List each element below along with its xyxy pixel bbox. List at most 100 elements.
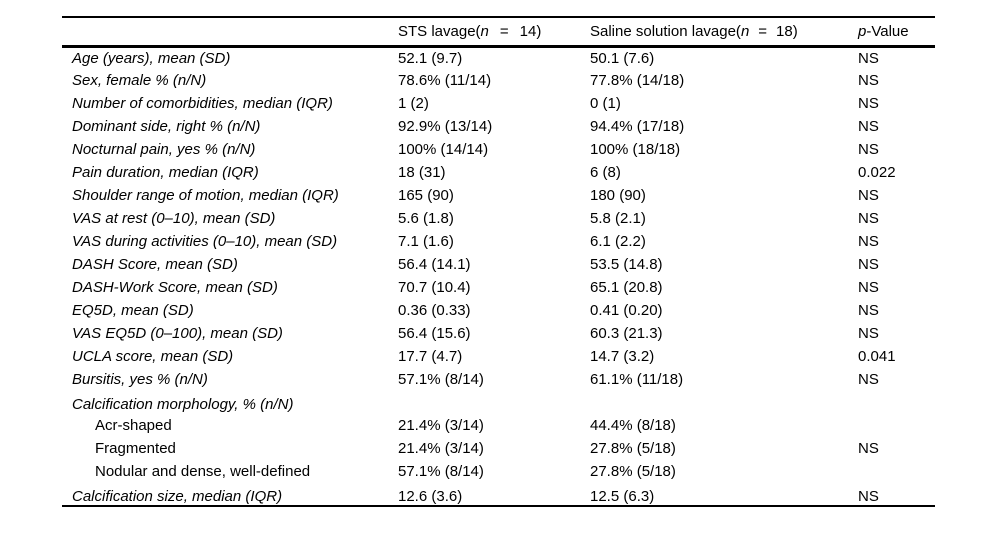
header-row: STS lavage( n = 14) Saline solution lavage(… <box>62 17 935 48</box>
row-label: Acr-shaped <box>95 417 172 434</box>
table-row-shoulder-rom: Shoulder range of motion, median (IQR) 1… <box>62 184 935 207</box>
row-label: Calcification size, median (IQR) <box>72 487 283 505</box>
row-label: Fragmented <box>95 440 176 457</box>
table-row-vas-eq5d: VAS EQ5D (0–100), mean (SD) 56.4 (15.6) … <box>62 322 935 345</box>
p-value: NS <box>858 95 879 112</box>
saline-value: 0 (1) <box>590 95 621 112</box>
table-row-sex: Sex, female % (n/N) 78.6% (11/14) 77.8% … <box>62 69 935 92</box>
header-saline-lavage: Saline solution lavage(n = 18) <box>590 17 858 48</box>
p-value: NS <box>858 233 879 250</box>
sts-value: 92.9% (13/14) <box>398 118 493 135</box>
p-value: NS <box>858 118 879 135</box>
p-value: NS <box>858 187 879 204</box>
header-sts-equals: = <box>499 22 509 40</box>
table-row-ucla-score: UCLA score, mean (SD) 17.7 (4.7) 14.7 (3… <box>62 345 935 368</box>
sts-value: 21.4% (3/14) <box>398 440 484 457</box>
sts-value: 0.36 (0.33) <box>398 302 471 319</box>
saline-value <box>590 391 858 414</box>
comparison-table-wrap: STS lavage( n = 14) Saline solution lavage(… <box>62 16 935 507</box>
saline-value: 77.8% (14/18) <box>590 72 685 89</box>
table-row-vas-activities: VAS during activities (0–10), mean (SD) … <box>62 230 935 253</box>
p-value <box>858 391 935 414</box>
row-label: Nodular and dense, well-defined <box>95 463 311 480</box>
sts-value: 56.4 (15.6) <box>398 325 471 342</box>
header-p-italic: p <box>858 22 867 40</box>
row-label: VAS at rest (0–10), mean (SD) <box>72 210 276 227</box>
sts-value: 165 (90) <box>398 187 454 204</box>
row-label: Dominant side, right % (n/N) <box>72 118 261 135</box>
header-p-value: p-Value <box>858 17 935 48</box>
row-label: Shoulder range of motion, median (IQR) <box>72 187 339 204</box>
table-row-nodular-dense: Nodular and dense, well-defined 57.1% (8… <box>62 460 935 483</box>
p-value: 0.022 <box>858 164 896 181</box>
p-value: NS <box>858 72 879 89</box>
p-value <box>858 414 935 437</box>
sts-value: 56.4 (14.1) <box>398 256 471 273</box>
table-row-dash-work-score: DASH-Work Score, mean (SD) 70.7 (10.4) 6… <box>62 276 935 299</box>
comparison-table: STS lavage( n = 14) Saline solution lavage(… <box>62 16 935 507</box>
header-sts-count: 14) <box>519 22 542 40</box>
row-label: Pain duration, median (IQR) <box>72 164 259 181</box>
p-value: NS <box>858 141 879 158</box>
row-label: VAS EQ5D (0–100), mean (SD) <box>72 325 283 342</box>
p-value: NS <box>858 210 879 227</box>
sts-value: 21.4% (3/14) <box>398 417 484 434</box>
sts-value: 52.1 (9.7) <box>398 49 463 67</box>
row-label: Sex, female % (n/N) <box>72 72 207 89</box>
p-value: NS <box>858 440 879 457</box>
table-row-pain-duration: Pain duration, median (IQR) 18 (31) 6 (8… <box>62 161 935 184</box>
header-sts-lavage: STS lavage(n = 14) <box>398 17 590 48</box>
p-value: NS <box>858 256 879 273</box>
sts-value: 18 (31) <box>398 164 446 181</box>
p-value: NS <box>858 325 879 342</box>
saline-value: 27.8% (5/18) <box>590 440 676 457</box>
table-row-dominant-side: Dominant side, right % (n/N) 92.9% (13/1… <box>62 115 935 138</box>
sts-value: 100% (14/14) <box>398 141 489 158</box>
saline-value: 6.1 (2.2) <box>590 233 646 250</box>
row-label: Number of comorbidities, median (IQR) <box>72 95 333 112</box>
saline-value: 61.1% (11/18) <box>590 371 684 388</box>
header-p-rest: -Value <box>866 22 909 40</box>
p-value: NS <box>858 371 879 388</box>
sts-value: 5.6 (1.8) <box>398 210 454 227</box>
table-row-acr-shaped: Acr-shaped 21.4% (3/14) 44.4% (8/18) <box>62 414 935 437</box>
row-label: Calcification morphology, % (n/N) <box>72 396 294 413</box>
saline-value: 44.4% (8/18) <box>590 417 676 434</box>
sts-value: 1 (2) <box>398 95 429 112</box>
sts-value: 57.1% (8/14) <box>398 371 484 388</box>
table-row-age: Age (years), mean (SD) 52.1 (9.7) 50.1 (… <box>62 46 935 69</box>
row-label: EQ5D, mean (SD) <box>72 302 194 319</box>
row-label: Bursitis, yes % (n/N) <box>72 371 208 388</box>
header-saline-count: 18) <box>776 22 798 40</box>
p-value: NS <box>858 487 879 505</box>
header-saline-equals: = <box>758 22 768 40</box>
row-label: VAS during activities (0–10), mean (SD) <box>72 233 338 250</box>
sts-value: 70.7 (10.4) <box>398 279 471 296</box>
table-row-comorbidities: Number of comorbidities, median (IQR) 1 … <box>62 92 935 115</box>
sts-value: 12.6 (3.6) <box>398 487 463 505</box>
saline-value: 27.8% (5/18) <box>590 463 676 480</box>
saline-value: 180 (90) <box>590 187 646 204</box>
row-label: Nocturnal pain, yes % (n/N) <box>72 141 256 158</box>
saline-value: 53.5 (14.8) <box>590 256 663 273</box>
p-value: NS <box>858 302 879 319</box>
saline-value: 65.1 (20.8) <box>590 279 663 296</box>
saline-value: 100% (18/18) <box>590 141 681 158</box>
table-row-bursitis: Bursitis, yes % (n/N) 57.1% (8/14) 61.1%… <box>62 368 935 391</box>
table-row-calcification-size: Calcification size, median (IQR) 12.6 (3… <box>62 483 935 506</box>
p-value: NS <box>858 279 879 296</box>
saline-value: 50.1 (7.6) <box>590 49 655 67</box>
row-label: Age (years), mean (SD) <box>72 49 231 67</box>
table-row-vas-rest: VAS at rest (0–10), mean (SD) 5.6 (1.8) … <box>62 207 935 230</box>
saline-value: 94.4% (17/18) <box>590 118 685 135</box>
saline-value: 0.41 (0.20) <box>590 302 663 319</box>
sts-value <box>398 391 590 414</box>
saline-value: 6 (8) <box>590 164 621 181</box>
table-row-fragmented: Fragmented 21.4% (3/14) 27.8% (5/18) NS <box>62 437 935 460</box>
saline-value: 60.3 (21.3) <box>590 325 663 342</box>
table-row-eq5d: EQ5D, mean (SD) 0.36 (0.33) 0.41 (0.20) … <box>62 299 935 322</box>
header-sts-text: STS lavage( <box>398 22 481 40</box>
header-saline-text: Saline solution lavage( <box>590 22 741 40</box>
saline-value: 14.7 (3.2) <box>590 348 655 365</box>
header-saline-n: n <box>740 22 750 40</box>
